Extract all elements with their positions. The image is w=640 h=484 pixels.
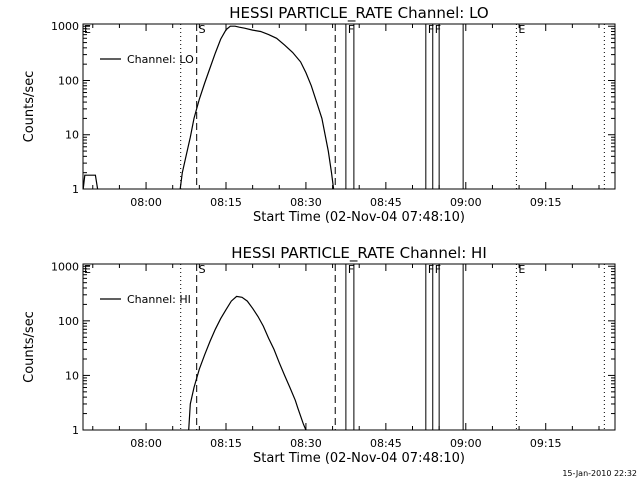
plot-frame [82, 263, 616, 431]
y-tick-label: 100 [58, 315, 79, 328]
x-tick-label: 09:15 [530, 437, 562, 450]
y-tick-label: 1 [72, 183, 79, 196]
plot-lo-channel: HESSI PARTICLE_RATE Channel: LO 1 10 100 100… [22, 4, 616, 225]
x-tick-label: 08:15 [210, 437, 242, 450]
x-axis-label: Start Time (02-Nov-04 07:48:10) [253, 210, 465, 225]
flag-label: F [348, 263, 354, 276]
legend-entry: Channel: LO [127, 53, 194, 66]
flag-label: E [518, 263, 525, 276]
flag-label: F [428, 23, 434, 36]
y-axis-label: Counts/sec [22, 71, 37, 143]
y-tick-label: 1000 [51, 20, 79, 33]
y-axis-label: Counts/sec [22, 311, 37, 383]
x-tick-label: 08:30 [290, 196, 322, 209]
legend-entry: Channel: HI [127, 293, 191, 306]
footer-timestamp: 15-Jan-2010 22:32 [562, 469, 637, 478]
x-tick-label: 08:30 [290, 437, 322, 450]
x-tick-label: 09:00 [450, 196, 482, 209]
series-line [82, 174, 99, 190]
x-tick-label: 09:15 [530, 196, 562, 209]
flag-label: F [348, 23, 354, 36]
x-tick-label: 08:00 [130, 437, 162, 450]
flag-label: F [428, 263, 434, 276]
x-tick-label: 08:45 [370, 196, 402, 209]
edge-flag-label: E [84, 263, 91, 276]
edge-flag-label: E [84, 23, 91, 36]
x-tick-label: 08:15 [210, 196, 242, 209]
x-tick-label: 08:00 [130, 196, 162, 209]
flag-label: F [435, 23, 441, 36]
plot-frame [82, 23, 616, 190]
x-tick-label: 08:45 [370, 437, 402, 450]
y-tick-label: 10 [65, 369, 79, 382]
flag-label: F [435, 263, 441, 276]
y-tick-label: 10 [65, 129, 79, 142]
x-tick-label: 09:00 [450, 437, 482, 450]
y-tick-label: 1 [72, 424, 79, 437]
chart-title: HESSI PARTICLE_RATE Channel: LO [229, 4, 488, 23]
flag-label: S [199, 263, 206, 276]
y-tick-label: 1000 [51, 260, 79, 273]
series-line [179, 25, 335, 190]
y-tick-label: 100 [58, 74, 79, 87]
flag-label: E [518, 23, 525, 36]
plot-hi-channel: HESSI PARTICLE_RATE Channel: HI 1 10 100 100… [22, 244, 616, 466]
x-axis-label: Start Time (02-Nov-04 07:48:10) [253, 451, 465, 466]
chart-title: HESSI PARTICLE_RATE Channel: HI [231, 244, 487, 263]
series-line [188, 295, 307, 431]
flag-label: S [199, 23, 206, 36]
